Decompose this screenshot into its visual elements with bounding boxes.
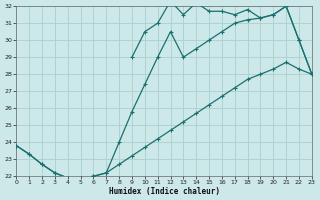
X-axis label: Humidex (Indice chaleur): Humidex (Indice chaleur): [108, 187, 220, 196]
